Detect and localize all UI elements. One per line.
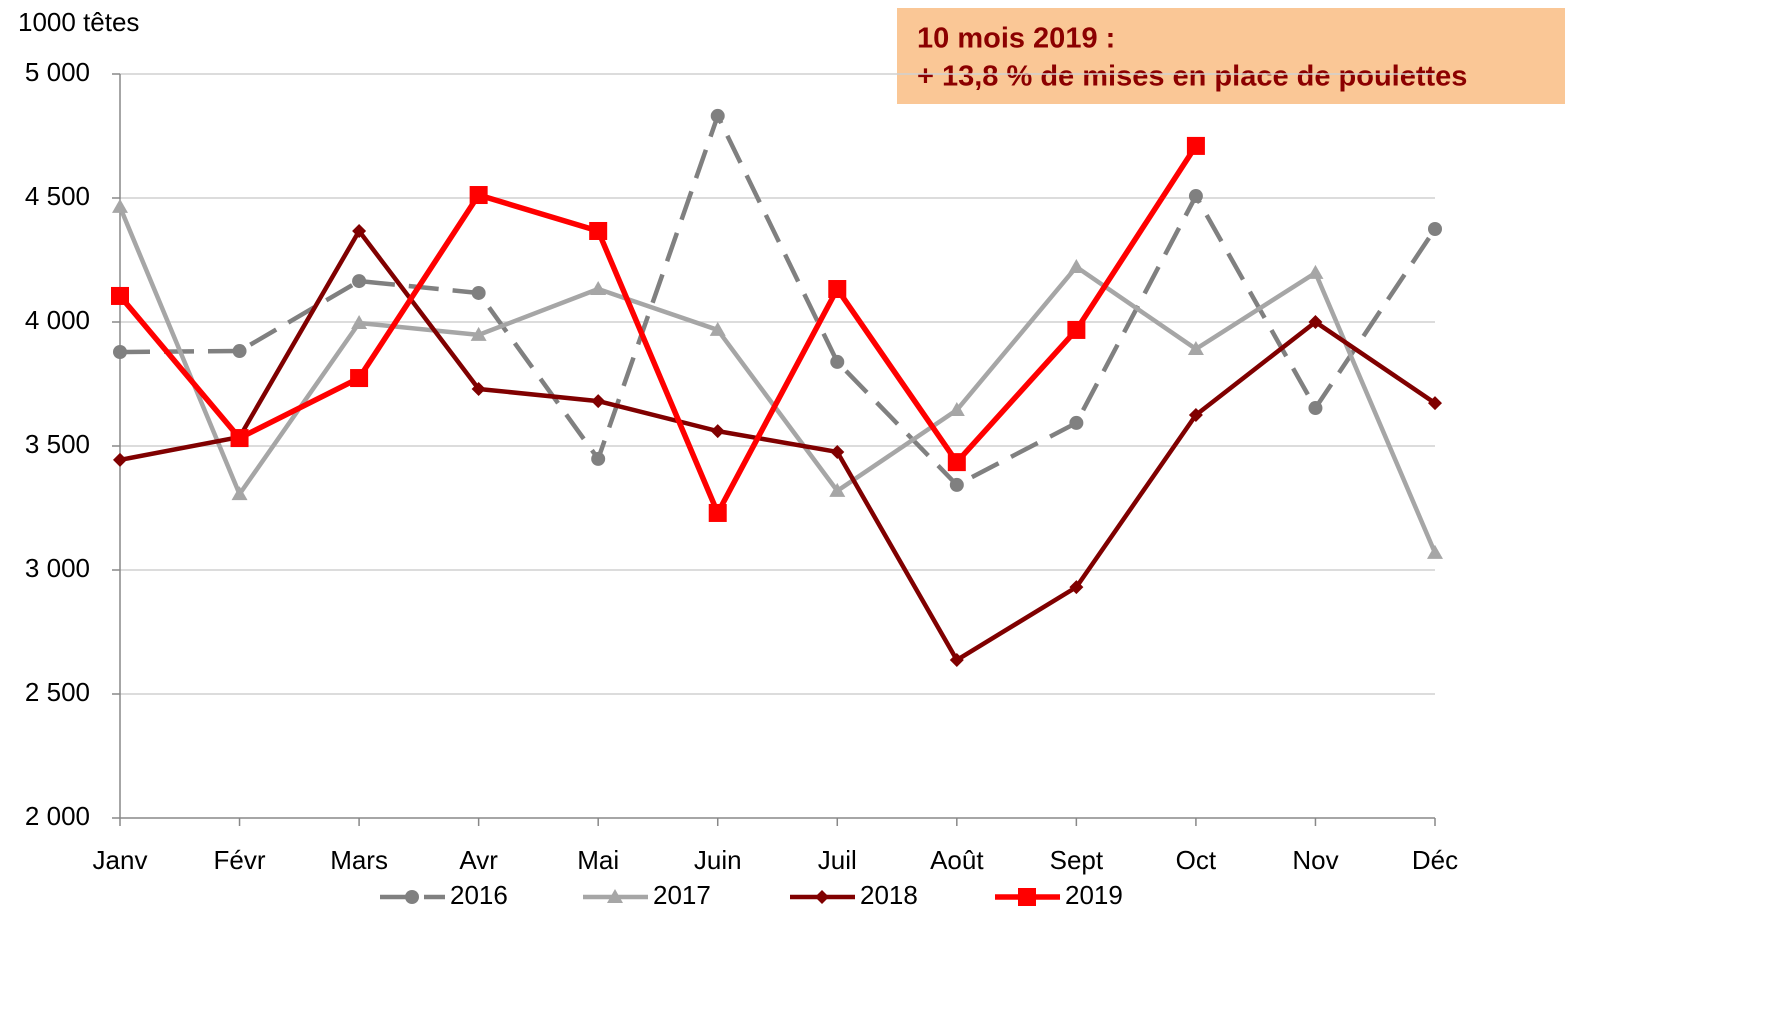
marker [830,444,845,459]
marker [230,429,249,448]
series-line [119,113,1437,488]
marker [949,653,964,668]
x-tick-label: Févr [214,845,266,875]
marker [709,321,726,336]
marker [1427,544,1443,559]
marker [1307,264,1324,279]
y-tick-label: 3 000 [25,553,90,583]
y-tick-label: 5 000 [25,57,90,87]
marker [1188,189,1203,204]
marker [351,314,368,329]
x-tick-label: Nov [1292,845,1338,875]
marker [113,452,127,467]
marker [708,503,727,522]
x-tick-label: Juin [694,845,742,875]
marker [1018,888,1036,906]
legend-label: 2016 [450,880,508,910]
marker [352,223,367,238]
marker [828,280,847,299]
marker [947,453,966,472]
marker [471,285,486,300]
legend-label: 2018 [860,880,918,910]
marker [111,286,129,305]
legend-label: 2017 [653,880,711,910]
annotation-box [897,8,1565,104]
marker [469,186,488,205]
x-tick-label: Sept [1050,845,1104,875]
marker [470,326,487,341]
annotation: 10 mois 2019 : [917,23,1115,55]
marker [1308,315,1323,329]
marker [1187,341,1204,356]
series-line [117,206,1438,554]
series-line [117,144,1199,516]
x-tick-label: Avr [459,845,498,875]
x-tick-label: Mars [330,845,388,875]
marker [405,890,419,904]
marker [591,451,606,466]
marker [710,424,725,439]
marker [350,369,369,388]
marker [1428,396,1442,411]
marker [232,344,247,359]
marker [815,890,829,904]
x-tick-label: Juil [818,845,857,875]
marker [1186,136,1205,155]
x-tick-label: Mai [577,845,619,875]
marker [113,345,127,360]
y-tick-label: 2 500 [25,677,90,707]
x-tick-label: Déc [1412,845,1458,875]
x-tick-label: Août [930,845,984,875]
marker [1069,580,1084,595]
series-line [119,228,1437,663]
y-tick-label: 3 500 [25,429,90,459]
marker [591,394,606,409]
marker [710,108,725,123]
marker [1067,320,1086,339]
y-tick-label: 4 000 [25,305,90,335]
marker [1068,258,1085,273]
annotation: + 13,8 % de mises en place de poulettes [917,61,1467,93]
marker [830,354,845,369]
legend-label: 2019 [1065,880,1123,910]
marker [1188,408,1203,422]
marker [1069,415,1084,430]
marker [1428,222,1442,236]
y-axis-label: 1000 têtes [18,7,139,37]
marker [607,889,623,903]
marker [352,274,367,289]
marker [471,381,486,396]
marker [949,477,964,492]
marker [589,221,608,240]
x-tick-label: Janv [93,845,148,875]
marker [112,198,128,213]
marker [829,482,846,497]
marker [1308,401,1323,416]
x-tick-label: Oct [1176,845,1217,875]
marker [948,402,965,417]
y-tick-label: 4 500 [25,181,90,211]
marker [590,281,607,296]
marker [231,486,248,501]
y-tick-label: 2 000 [25,801,90,831]
